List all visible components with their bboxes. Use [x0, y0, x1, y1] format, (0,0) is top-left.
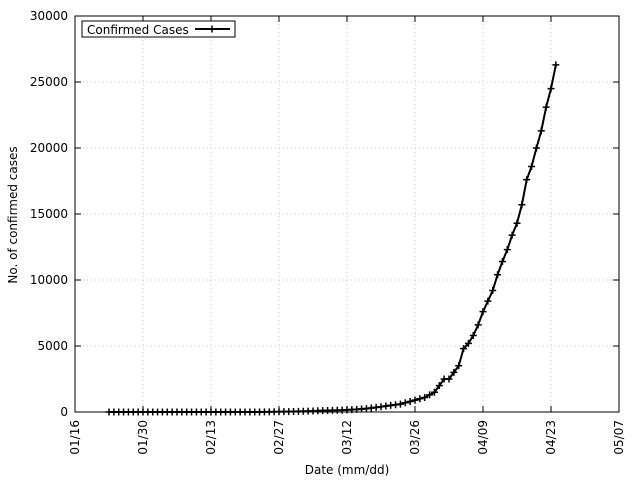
data-point — [479, 308, 487, 316]
data-point — [469, 331, 477, 339]
data-point — [464, 339, 472, 347]
legend-label: Confirmed Cases — [87, 23, 189, 37]
data-point — [460, 345, 468, 353]
data-point — [445, 375, 453, 383]
data-point — [474, 321, 482, 329]
data-point — [396, 400, 404, 408]
data-point — [508, 231, 516, 239]
x-tick-label: 02/13 — [204, 420, 218, 455]
legend-box — [81, 20, 236, 38]
data-point — [503, 246, 511, 254]
data-point — [450, 368, 458, 376]
data-point — [513, 219, 521, 227]
x-tick-label: 03/26 — [408, 420, 422, 455]
x-axis-title: Date (mm/dd) — [305, 463, 390, 477]
x-tick-label: 01/16 — [68, 420, 82, 455]
data-point — [401, 399, 409, 407]
data-point — [532, 144, 540, 152]
legend: Confirmed Cases — [81, 20, 236, 38]
data-point — [411, 396, 419, 404]
data-point — [498, 258, 506, 266]
legend-marker — [208, 25, 216, 33]
tick-labels: 01/16 01/30 02/13 02/27 03/12 03/26 04/09 04/23… — [30, 9, 626, 455]
x-tick-label: 04/09 — [476, 420, 490, 455]
data-point — [518, 201, 526, 209]
data-point — [416, 395, 424, 403]
y-tick-label: 5000 — [37, 339, 68, 353]
data-point — [489, 287, 497, 295]
data-point — [430, 388, 438, 396]
data-point — [455, 362, 463, 370]
y-tick-label: 15000 — [30, 207, 68, 221]
data-point — [435, 382, 443, 390]
data-point — [421, 393, 429, 401]
data-point — [528, 162, 536, 170]
x-tick-label: 04/23 — [544, 420, 558, 455]
y-tick-label: 20000 — [30, 141, 68, 155]
data-point — [547, 85, 555, 93]
series-layer — [105, 61, 560, 416]
y-tick-label: 10000 — [30, 273, 68, 287]
data-point — [426, 391, 434, 399]
y-tick-label: 25000 — [30, 75, 68, 89]
x-tick-label: 03/12 — [340, 420, 354, 455]
data-point — [542, 103, 550, 111]
x-tick-label: 01/30 — [136, 420, 150, 455]
data-point — [484, 297, 492, 305]
data-point — [494, 271, 502, 279]
data-point — [523, 176, 531, 184]
grid — [75, 16, 619, 412]
series-line — [109, 64, 557, 413]
x-tick-label: 05/07 — [612, 420, 626, 455]
y-tick-label: 30000 — [30, 9, 68, 23]
y-tick-label: 0 — [60, 405, 68, 419]
data-point — [537, 127, 545, 135]
x-tick-label: 02/27 — [272, 420, 286, 455]
data-point — [552, 61, 560, 69]
data-point — [406, 397, 414, 405]
y-axis-title: No. of confirmed cases — [6, 146, 20, 283]
